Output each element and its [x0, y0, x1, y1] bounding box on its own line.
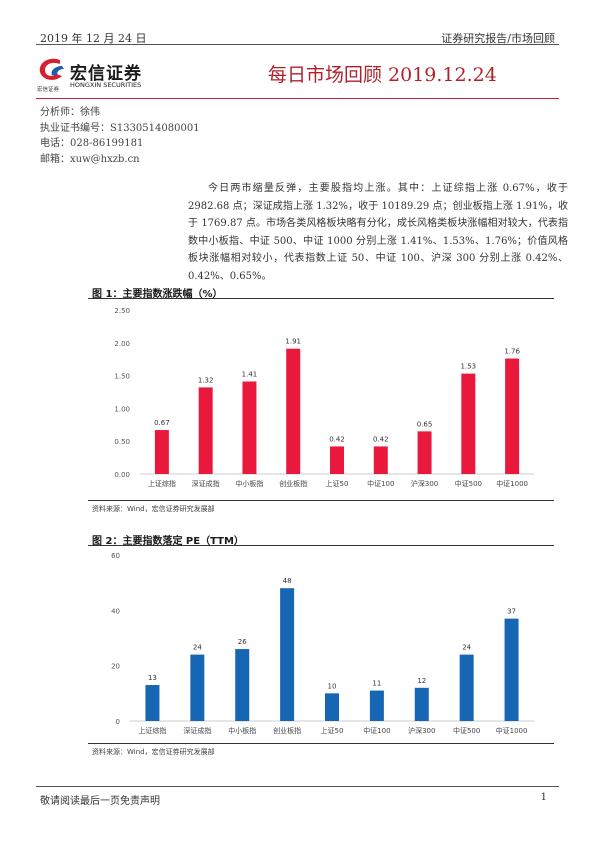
footer-divider: [36, 786, 559, 787]
data-label: 10: [328, 682, 337, 690]
bar-上证综指: [145, 685, 160, 721]
bar-中证1000: [505, 358, 520, 474]
bar-中证100: [369, 690, 384, 721]
analyst-name: 分析师：徐伟: [40, 107, 100, 118]
y-tick-label: 60: [111, 552, 120, 560]
figure-1-bottom-rule: [88, 500, 554, 501]
figure-1-source: 资料来源：Wind，宏信证券研究发展部: [92, 505, 215, 513]
data-label: 1.76: [504, 348, 520, 356]
data-label: 1.32: [198, 376, 214, 384]
header-divider: [36, 44, 559, 45]
y-tick-label: 20: [111, 663, 120, 671]
index-change-chart: 0.00 0.50 1.00 1.50 2.00 2.50 0.67 上证综指 1.32 深证成指…: [114, 307, 534, 488]
bar-中证100: [373, 446, 388, 474]
x-tick-label: 中小板指: [235, 479, 263, 488]
x-tick-label: 上证综指: [148, 479, 176, 488]
data-label: 0.42: [373, 435, 389, 443]
x-tick-label: 中证500: [455, 479, 482, 488]
company-logo: 宏信证券 宏信证券 HONGXIN SECURITIES: [36, 56, 176, 96]
x-tick-label: 深证成指: [183, 726, 211, 735]
data-label: 0.65: [417, 420, 433, 428]
bar-上证50: [325, 693, 339, 721]
x-tick-label: 创业板指: [273, 726, 301, 735]
x-tick-label: 中证100: [367, 479, 394, 488]
bar-中证500: [459, 654, 474, 721]
bar-创业板指: [280, 588, 295, 721]
data-label: 26: [238, 638, 247, 646]
bar-深证成指: [190, 654, 205, 721]
analyst-phone: 电话：028-86199181: [40, 138, 144, 149]
y-tick-label: 2.00: [114, 340, 130, 348]
figure-2-bottom-rule: [88, 743, 554, 744]
y-tick-label: 2.50: [114, 307, 130, 315]
document-title: 每日市场回顾 2019.12.24: [268, 64, 497, 86]
x-tick-label: 中证1000: [496, 479, 528, 488]
data-label: 1.91: [285, 338, 301, 346]
y-tick-label: 1.50: [114, 373, 130, 381]
data-label: 0.42: [329, 435, 345, 443]
bar-中小板指: [235, 649, 250, 721]
data-label: 11: [372, 680, 381, 688]
report-date: 2019 年 12 月 24 日: [40, 32, 147, 45]
bar-中证500: [461, 373, 476, 474]
logo-small-text: 宏信证券: [37, 87, 60, 93]
x-tick-label: 沪深300: [408, 726, 435, 735]
logo-name-en: HONGXIN SECURITIES: [70, 81, 142, 89]
bar-上证综指: [154, 430, 169, 474]
y-tick-label: 1.00: [114, 405, 130, 413]
y-tick-label: 0.00: [114, 471, 130, 479]
market-summary: 今日两市缩量反弹，主要股指均上涨。其中：上证综指上涨 0.67%，收于 2982…: [188, 183, 568, 282]
index-pe-chart: 0 20 40 60 13 上证综指 24 深证成指 26 中小板指 48 创业板指 10 上证50 11 中…: [111, 552, 534, 735]
data-label: 0.67: [154, 419, 170, 427]
x-tick-label: 上证综指: [138, 726, 166, 735]
x-tick-label: 中证500: [453, 726, 480, 735]
y-tick-label: 0: [116, 718, 120, 726]
figure-1-rule: [88, 298, 554, 299]
data-label: 13: [148, 674, 157, 682]
title-divider: [36, 98, 559, 99]
data-label: 24: [193, 644, 202, 652]
logo-mark-icon: [39, 58, 64, 80]
x-tick-label: 上证50: [321, 726, 344, 735]
x-tick-label: 深证成指: [192, 479, 220, 488]
x-tick-label: 中证1000: [496, 726, 528, 735]
y-tick-label: 0.50: [114, 438, 130, 446]
x-tick-label: 沪深300: [411, 479, 438, 488]
figure-2-rule: [88, 545, 554, 546]
x-tick-label: 创业板指: [279, 479, 307, 488]
data-label: 37: [507, 608, 516, 616]
data-label: 1.41: [242, 371, 258, 379]
bar-中证1000: [504, 618, 519, 721]
bar-中小板指: [242, 381, 257, 474]
bar-创业板指: [286, 348, 301, 474]
report-category: 证券研究报告/市场回顾: [441, 32, 555, 45]
data-label: 48: [283, 577, 292, 585]
data-label: 12: [417, 677, 426, 685]
x-tick-label: 中证100: [363, 726, 390, 735]
y-tick-label: 40: [111, 607, 120, 615]
page-number: 1: [540, 792, 547, 803]
logo-name-cn: 宏信证券: [70, 64, 142, 84]
x-tick-label: 上证50: [326, 479, 349, 488]
figure-2-title: 图 2：主要指数落定 PE（TTM）: [92, 536, 244, 547]
x-tick-label: 中小板指: [228, 726, 256, 735]
bar-沪深300: [414, 687, 429, 721]
bar-深证成指: [198, 387, 213, 474]
bar-上证50: [330, 446, 344, 474]
figure-1-title: 图 1：主要指数涨跌幅（%）: [92, 289, 223, 300]
data-label: 1.53: [461, 363, 477, 371]
data-label: 24: [462, 644, 471, 652]
analyst-info: 分析师：徐伟 执业证书编号：S1330514080001 电话：028-8619…: [40, 105, 200, 167]
figure-2-source: 资料来源：Wind，宏信证券研究发展部: [92, 748, 215, 756]
analyst-email: 邮箱：xuw@hxzb.cn: [40, 153, 140, 165]
footer-disclaimer: 敬请阅读最后一页免责声明: [40, 796, 160, 807]
bar-沪深300: [417, 431, 432, 474]
analyst-license: 执业证书编号：S1330514080001: [40, 122, 200, 134]
